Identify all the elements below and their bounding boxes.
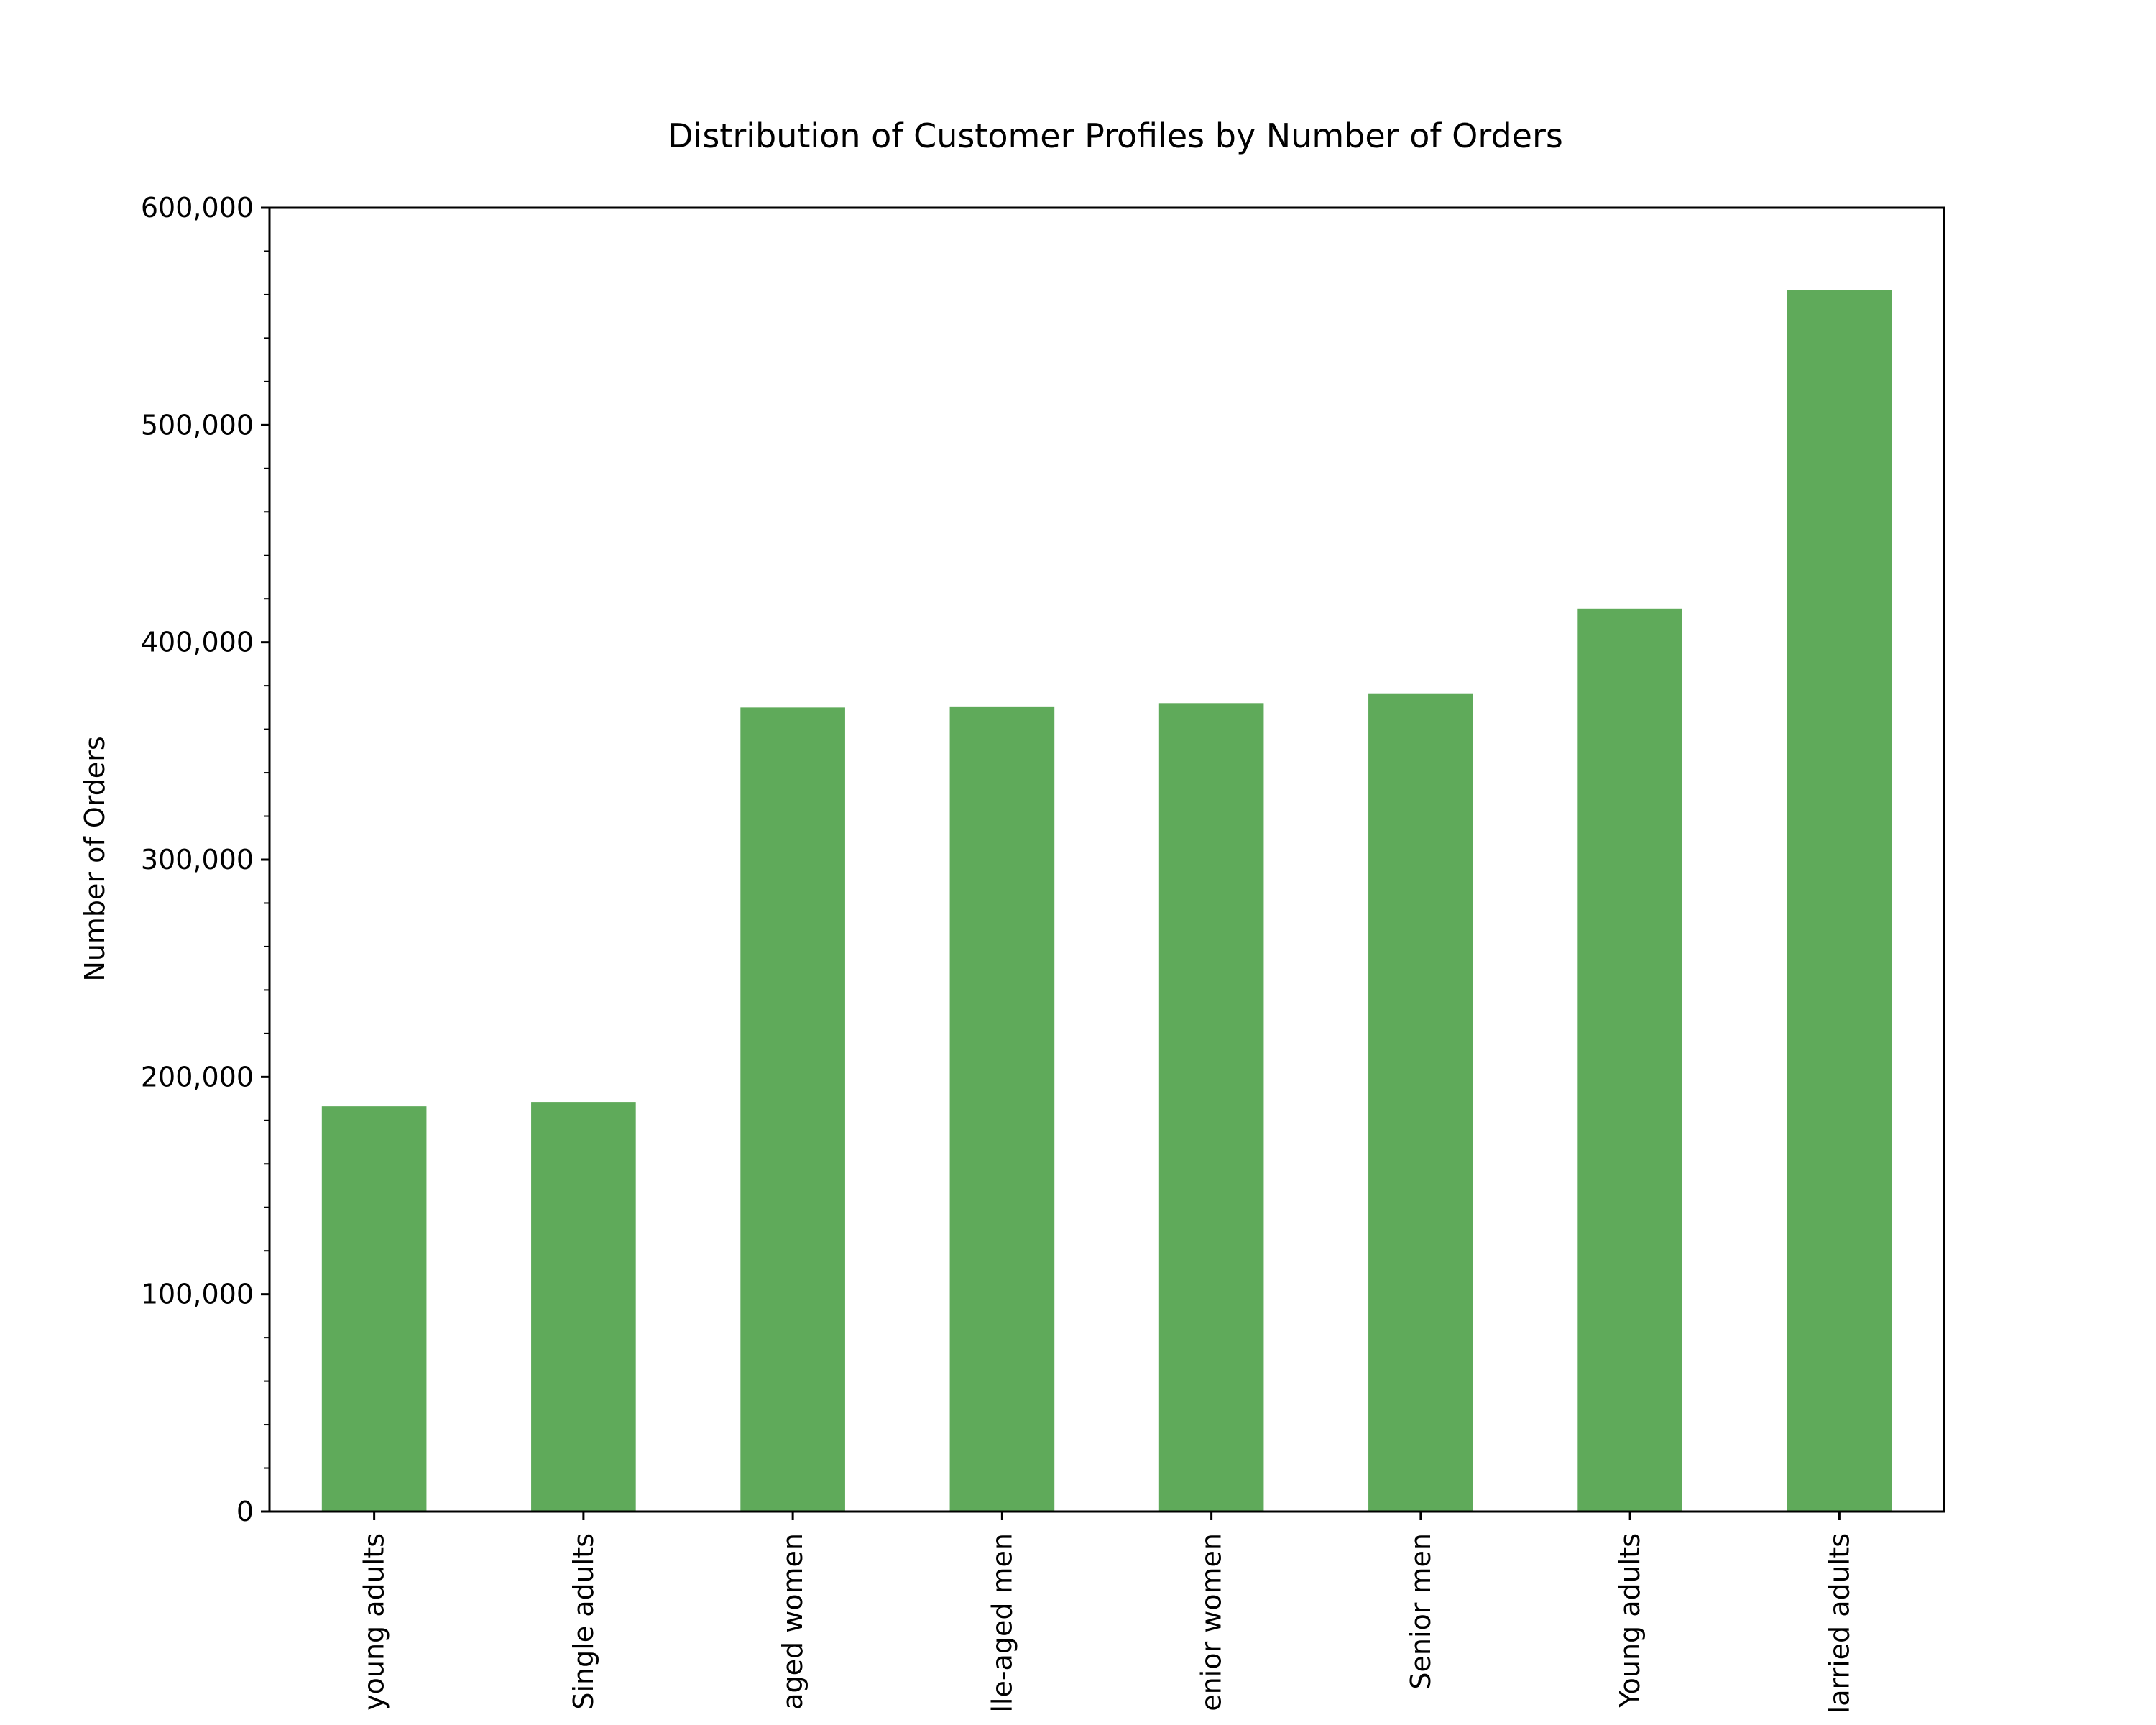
y-tick-label-6: 600,000 xyxy=(141,192,254,224)
bar-2 xyxy=(740,707,845,1512)
x-tick-label-7: larried adults xyxy=(1823,1533,1855,1714)
chart-title: Distribution of Customer Profiles by Num… xyxy=(668,116,1563,155)
y-tick-label-0: 0 xyxy=(236,1496,254,1527)
y-tick-label-3: 300,000 xyxy=(141,844,254,875)
x-tick-label-1: Single adults xyxy=(568,1533,599,1710)
y-tick-label-2: 200,000 xyxy=(141,1061,254,1092)
x-axis-ticks: young adults Single adults aged women lle-a… xyxy=(359,1512,1855,1714)
y-axis-label: Number of Orders xyxy=(79,736,111,981)
x-tick-label-2: aged women xyxy=(777,1533,808,1710)
y-axis-ticks: 0 100,000 200,000 300,000 400,000 500,000 600,… xyxy=(141,192,270,1527)
x-tick-label-6: Young adults xyxy=(1614,1533,1646,1708)
x-tick-label-0: young adults xyxy=(359,1533,390,1711)
y-tick-label-1: 100,000 xyxy=(141,1279,254,1310)
x-tick-label-5: Senior men xyxy=(1405,1533,1437,1690)
bar-4 xyxy=(1158,703,1264,1512)
y-tick-label-5: 500,000 xyxy=(141,409,254,441)
bar-0 xyxy=(321,1106,427,1512)
bar-7 xyxy=(1787,290,1892,1512)
x-tick-label-3: lle-aged men xyxy=(986,1533,1018,1713)
y-tick-label-4: 400,000 xyxy=(141,627,254,658)
x-tick-label-4: enior women xyxy=(1196,1533,1227,1711)
bar-6 xyxy=(1577,608,1682,1512)
bar-5 xyxy=(1368,693,1473,1512)
bar-1 xyxy=(531,1102,636,1512)
bar-3 xyxy=(949,706,1055,1512)
bars-group xyxy=(321,290,1892,1512)
plot-frame xyxy=(268,206,1945,1513)
